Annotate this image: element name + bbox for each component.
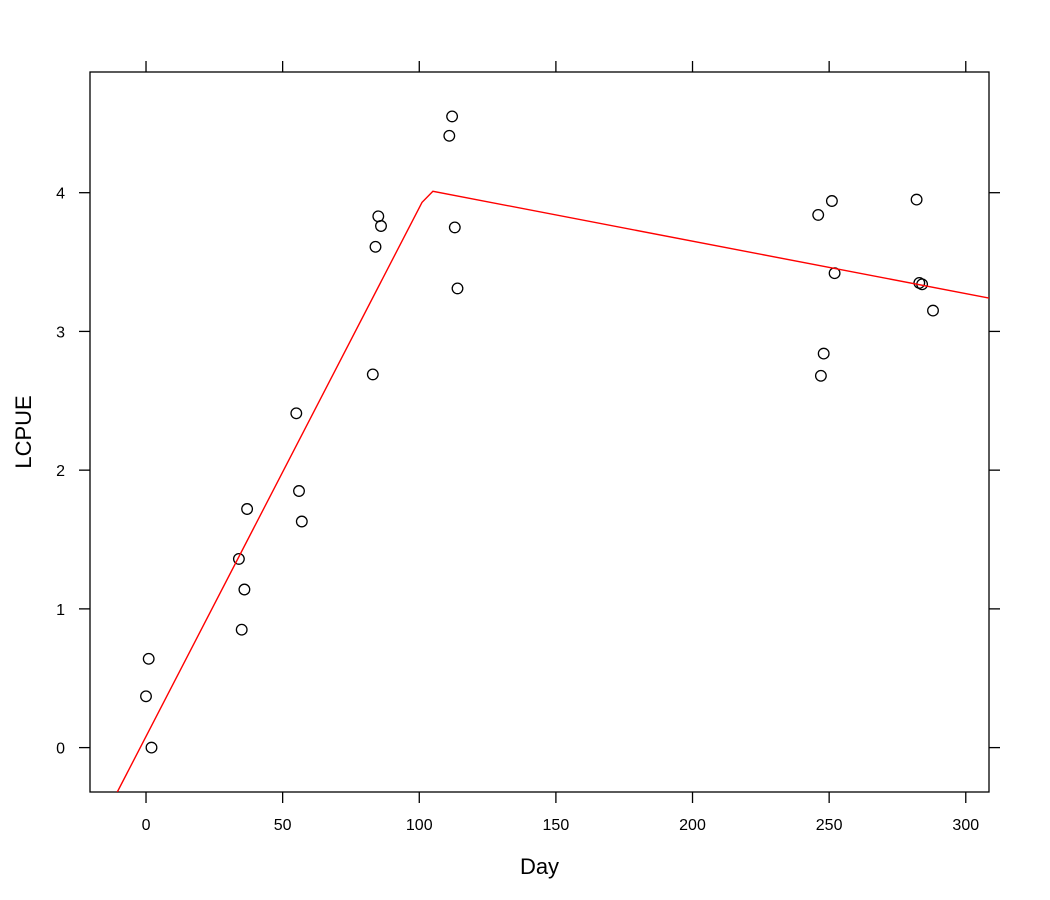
x-tick-label: 50: [274, 817, 292, 834]
x-axis-title: Day: [520, 854, 559, 879]
data-point: [366, 368, 379, 381]
y-tick-label: 4: [56, 186, 65, 203]
x-tick-label: 0: [142, 817, 151, 834]
data-point: [375, 220, 387, 232]
data-point: [927, 304, 939, 317]
axis-ticks: [79, 61, 1000, 803]
y-tick-label: 0: [56, 741, 65, 758]
data-point: [235, 623, 248, 636]
data-point: [290, 407, 303, 420]
data-series: [116, 110, 989, 792]
data-point: [232, 552, 245, 565]
data-point: [910, 193, 923, 206]
x-tick-label: 250: [816, 817, 843, 834]
data-point: [293, 485, 305, 497]
data-point: [372, 210, 385, 223]
data-point: [817, 347, 830, 360]
x-tick-label: 300: [952, 817, 979, 834]
data-point: [241, 503, 254, 515]
y-tick-label: 2: [56, 463, 65, 480]
x-tick-label: 150: [543, 817, 570, 834]
data-point: [443, 129, 456, 142]
data-point: [145, 741, 158, 754]
data-point: [814, 369, 827, 382]
data-point: [295, 515, 308, 528]
y-tick-label: 3: [56, 324, 65, 341]
x-tick-label: 100: [406, 817, 433, 834]
data-point: [446, 110, 459, 123]
data-point: [451, 282, 464, 295]
data-point: [238, 583, 251, 596]
data-point: [369, 240, 382, 253]
tick-labels: 0 50 100 150 200 250 300 0 1 2 3 4: [56, 186, 979, 834]
y-axis-title: LCPUE: [11, 395, 36, 468]
data-point: [812, 208, 825, 221]
fitted-line: [116, 190, 989, 792]
data-point: [448, 221, 461, 234]
x-tick-label: 200: [679, 817, 706, 834]
data-point: [825, 195, 838, 207]
data-point: [140, 690, 152, 703]
y-tick-label: 1: [56, 602, 65, 619]
data-point: [142, 652, 155, 665]
plot-frame: [89, 71, 990, 793]
